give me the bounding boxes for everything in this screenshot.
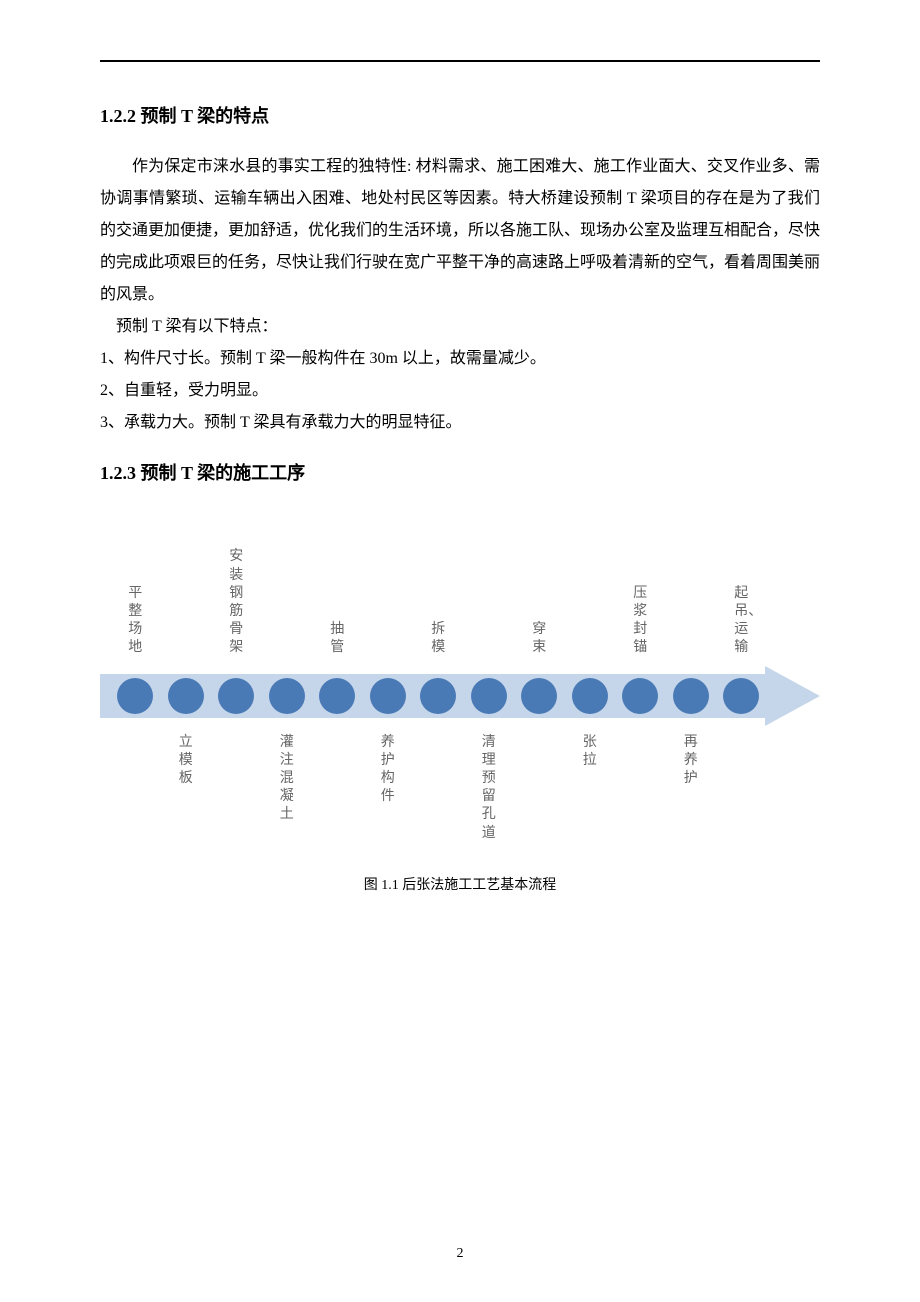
bullet-item: 3、承载力大。预制 T 梁具有承载力大的明显特征。: [100, 407, 820, 439]
page-number: 2: [0, 1246, 920, 1262]
figure-caption: 图 1.1 后张法施工工艺基本流程: [100, 874, 820, 894]
flow-step-label-bottom: [413, 734, 464, 752]
flow-step-label-bottom: [110, 734, 161, 752]
header-rule: [100, 60, 820, 62]
flow-step-dot: [716, 678, 767, 719]
flow-step-label-bottom: 清理预留孔道: [464, 734, 515, 843]
flow-step-label-top: [161, 640, 212, 658]
flow-step-dot: [110, 678, 161, 719]
flow-step-label-bottom: 养护构件: [363, 734, 414, 807]
flow-step-label-bottom: 立模板: [161, 734, 212, 789]
flow-step-label-bottom: [312, 734, 363, 752]
flow-step-label-top: [565, 640, 616, 658]
flow-step-dot: [211, 678, 262, 719]
flow-step-label-top: 抽管: [312, 621, 363, 657]
flow-step-dot: [413, 678, 464, 719]
flow-step-dot: [615, 678, 666, 719]
flow-step-dot: [363, 678, 414, 719]
section-heading-1: 1.2.2 预制 T 梁的特点: [100, 102, 820, 131]
flow-arrow: [100, 666, 820, 726]
flow-step-label-top: 拆模: [413, 621, 464, 657]
flow-step-label-top: [666, 640, 717, 658]
flow-step-dot: [161, 678, 212, 719]
flow-step-dot: [312, 678, 363, 719]
flow-step-label-top: 平整场地: [110, 585, 161, 658]
flow-step-label-top: 起吊、运输: [716, 585, 767, 658]
flow-step-dot: [514, 678, 565, 719]
flow-step-dot: [565, 678, 616, 719]
process-flow-diagram: 平整场地安装钢筋骨架抽管 拆模 穿束 压浆封锚起吊、运输 立模板灌注混凝土养护构件清理…: [100, 518, 820, 864]
intro-line: 预制 T 梁有以下特点：: [100, 311, 820, 343]
flow-step-label-bottom: [615, 734, 666, 752]
flow-step-dot: [666, 678, 717, 719]
flow-step-label-bottom: [514, 734, 565, 752]
flow-step-label-top: [363, 640, 414, 658]
flow-step-label-top: [464, 640, 515, 658]
flow-step-dot: [262, 678, 313, 719]
section-heading-2: 1.2.3 预制 T 梁的施工工序: [100, 459, 820, 488]
flow-step-label-top: 穿束: [514, 621, 565, 657]
bullet-item: 1、构件尺寸长。预制 T 梁一般构件在 30m 以上，故需量减少。: [100, 343, 820, 375]
flow-step-label-bottom: 再养护: [666, 734, 717, 789]
flow-step-label-bottom: [211, 734, 262, 752]
flow-step-label-bottom: 张拉: [565, 734, 616, 770]
flow-step-label-top: 安装钢筋骨架: [211, 548, 262, 657]
paragraph-1: 作为保定市涞水县的事实工程的独特性: 材料需求、施工困难大、施工作业面大、交叉作…: [100, 151, 820, 311]
flow-step-label-bottom: 灌注混凝土: [262, 734, 313, 825]
flow-step-label-top: 压浆封锚: [615, 585, 666, 658]
bullet-item: 2、自重轻，受力明显。: [100, 375, 820, 407]
flow-step-dot: [464, 678, 515, 719]
flow-step-label-bottom: [716, 734, 767, 752]
flow-step-label-top: [262, 640, 313, 658]
